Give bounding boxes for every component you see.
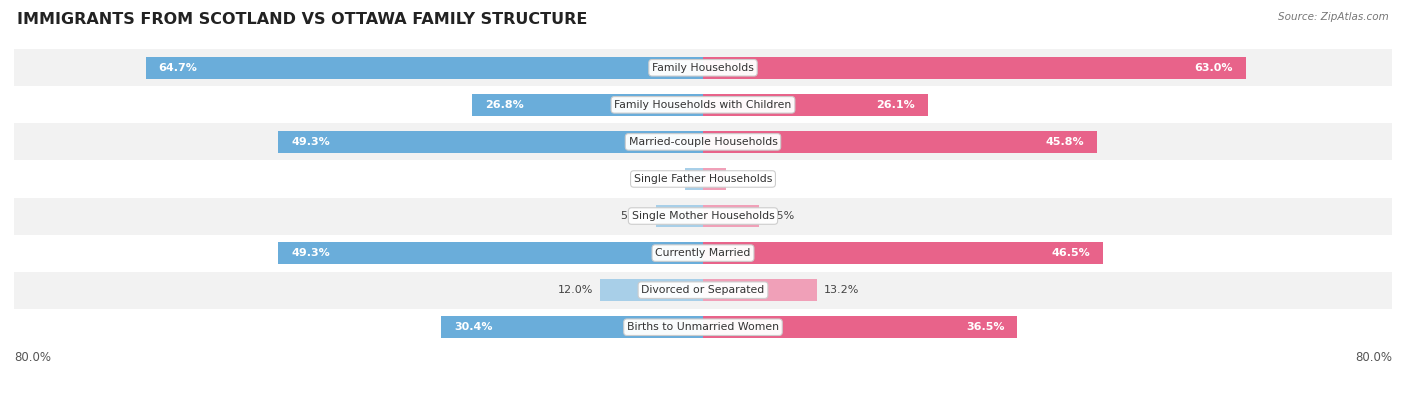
Text: IMMIGRANTS FROM SCOTLAND VS OTTAWA FAMILY STRUCTURE: IMMIGRANTS FROM SCOTLAND VS OTTAWA FAMIL… <box>17 12 588 27</box>
Bar <box>703 168 727 190</box>
Text: Married-couple Households: Married-couple Households <box>628 137 778 147</box>
Bar <box>14 49 1392 87</box>
Text: 26.1%: 26.1% <box>876 100 915 110</box>
Bar <box>703 57 1246 79</box>
Bar <box>703 279 817 301</box>
Bar <box>703 131 1098 152</box>
Text: Births to Unmarried Women: Births to Unmarried Women <box>627 322 779 332</box>
Text: 26.8%: 26.8% <box>485 100 524 110</box>
Text: 80.0%: 80.0% <box>1355 351 1392 363</box>
Text: 64.7%: 64.7% <box>159 63 198 73</box>
Text: Divorced or Separated: Divorced or Separated <box>641 285 765 295</box>
Text: 2.7%: 2.7% <box>733 174 762 184</box>
Bar <box>685 168 703 190</box>
Text: 2.1%: 2.1% <box>650 174 678 184</box>
Text: 6.5%: 6.5% <box>766 211 794 221</box>
Bar <box>278 243 703 264</box>
Text: Family Households: Family Households <box>652 63 754 73</box>
Text: Currently Married: Currently Married <box>655 248 751 258</box>
Text: 5.5%: 5.5% <box>620 211 648 221</box>
Text: Single Mother Households: Single Mother Households <box>631 211 775 221</box>
Bar <box>14 272 1392 308</box>
Bar <box>472 94 703 116</box>
Bar <box>14 123 1392 160</box>
Text: Family Households with Children: Family Households with Children <box>614 100 792 110</box>
Text: 49.3%: 49.3% <box>291 137 330 147</box>
Bar <box>703 94 928 116</box>
Text: 36.5%: 36.5% <box>966 322 1004 332</box>
Bar <box>14 198 1392 235</box>
Text: 46.5%: 46.5% <box>1052 248 1091 258</box>
Text: 30.4%: 30.4% <box>454 322 492 332</box>
Bar <box>703 205 759 227</box>
Bar <box>703 243 1104 264</box>
Text: 80.0%: 80.0% <box>14 351 51 363</box>
Bar <box>14 160 1392 198</box>
Text: Source: ZipAtlas.com: Source: ZipAtlas.com <box>1278 12 1389 22</box>
Bar <box>441 316 703 338</box>
Text: 13.2%: 13.2% <box>824 285 859 295</box>
Bar <box>146 57 703 79</box>
Text: 63.0%: 63.0% <box>1194 63 1233 73</box>
Text: Single Father Households: Single Father Households <box>634 174 772 184</box>
Bar <box>655 205 703 227</box>
Bar <box>278 131 703 152</box>
Text: 45.8%: 45.8% <box>1046 137 1084 147</box>
Bar <box>14 308 1392 346</box>
Text: 49.3%: 49.3% <box>291 248 330 258</box>
Bar <box>14 235 1392 272</box>
Text: 12.0%: 12.0% <box>557 285 593 295</box>
Bar <box>703 316 1018 338</box>
Bar <box>14 87 1392 123</box>
Bar <box>599 279 703 301</box>
